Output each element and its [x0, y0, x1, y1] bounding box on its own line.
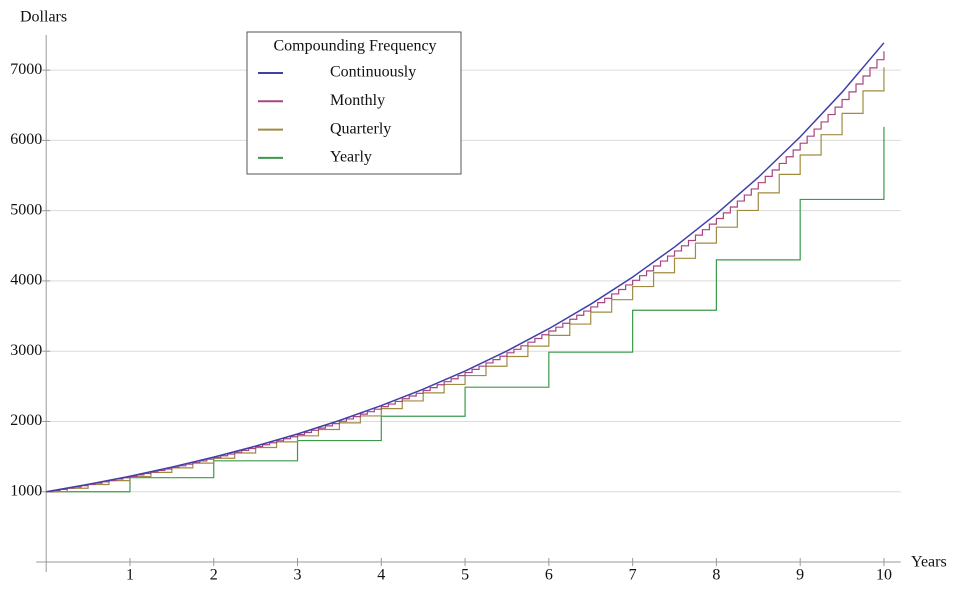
x-tick-label: 7 — [629, 567, 637, 584]
x-tick-label: 4 — [377, 567, 385, 584]
x-tick-label: 8 — [712, 567, 720, 584]
legend-label: Continuously — [330, 64, 416, 81]
series-line — [46, 42, 885, 493]
legend-box — [246, 31, 462, 175]
y-axis-label: Dollars — [20, 9, 67, 26]
x-tick-label: 2 — [210, 567, 218, 584]
y-tick-label: 6000 — [10, 131, 42, 148]
x-tick-label: 3 — [294, 567, 302, 584]
series-line — [46, 126, 885, 493]
legend-label: Monthly — [330, 92, 385, 109]
x-tick-label: 10 — [876, 567, 892, 584]
y-tick-label: 4000 — [10, 272, 42, 289]
x-tick-label: 1 — [126, 567, 134, 584]
legend-title: Compounding Frequency — [273, 38, 436, 55]
x-axis-label: Years — [911, 554, 947, 571]
y-tick-label: 2000 — [10, 412, 42, 429]
x-tick-label: 9 — [796, 567, 804, 584]
series-line — [46, 67, 885, 493]
series-line — [46, 51, 885, 493]
x-tick-label: 6 — [545, 567, 553, 584]
x-tick-label: 5 — [461, 567, 469, 584]
legend-label: Yearly — [330, 149, 372, 166]
y-tick-label: 7000 — [10, 61, 42, 78]
y-tick-label: 1000 — [10, 482, 42, 499]
y-tick-label: 3000 — [10, 342, 42, 359]
y-tick-label: 5000 — [10, 201, 42, 218]
legend-label: Quarterly — [330, 120, 391, 137]
